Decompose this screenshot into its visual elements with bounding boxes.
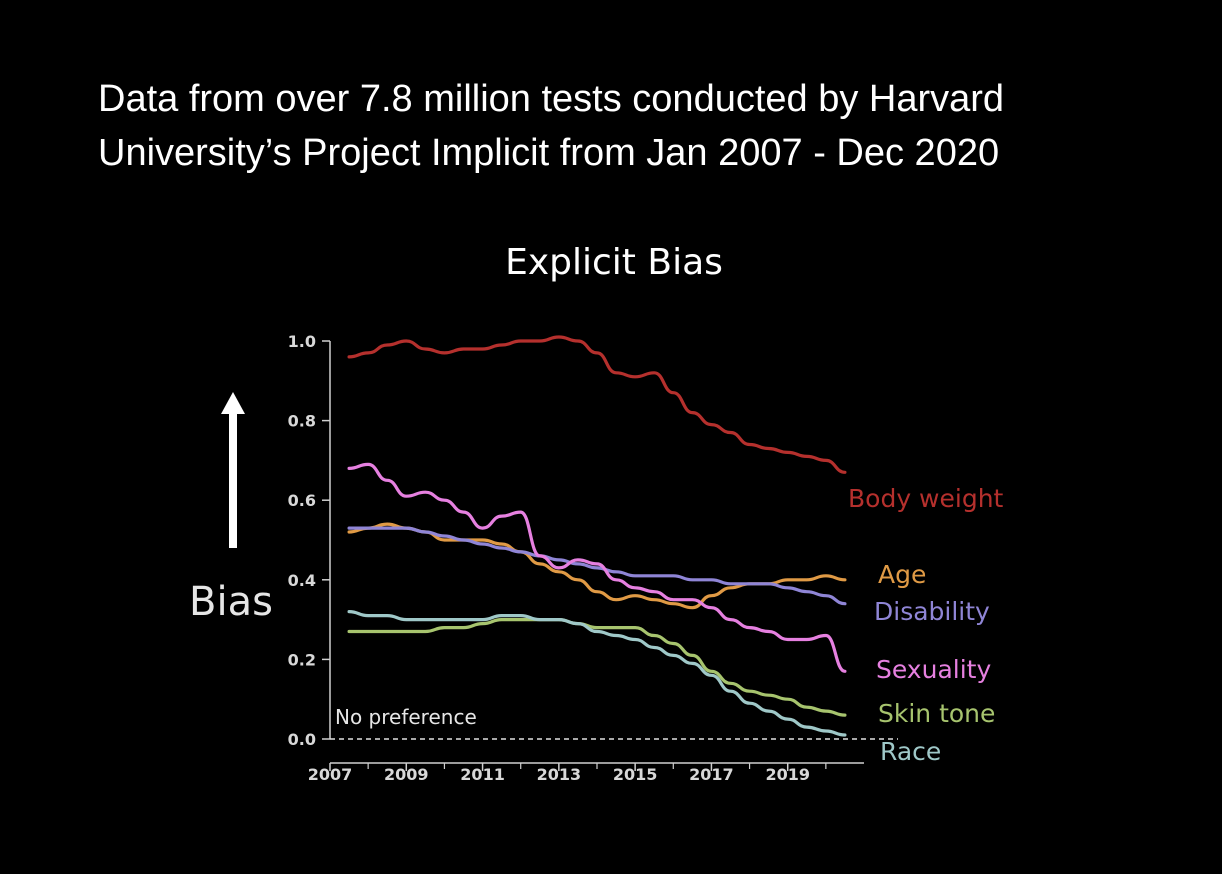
bias-arrow-icon	[221, 392, 245, 548]
y-tick-label: 0.4	[288, 571, 316, 590]
y-tick-label: 0.8	[288, 412, 316, 431]
series-label-age: Age	[878, 560, 926, 589]
series-label-disability: Disability	[874, 597, 990, 626]
y-tick-label: 0.2	[288, 650, 316, 669]
x-tick-label: 2015	[613, 765, 658, 784]
x-tick-label: 2013	[537, 765, 582, 784]
series-line-sexuality	[347, 462, 847, 673]
series-line-age	[347, 522, 847, 610]
x-tick-label: 2017	[689, 765, 734, 784]
y-axis-label: Bias	[189, 579, 273, 625]
x-tick-label: 2011	[460, 765, 505, 784]
y-tick-label: 0.6	[288, 491, 316, 510]
chart-title: Explicit Bias	[505, 242, 723, 283]
series-labels: Body weight Age Disability Sexuality Skin to…	[848, 484, 1004, 766]
series-lines	[347, 335, 847, 737]
baseline-label: No preference	[335, 705, 477, 729]
y-tick-label: 0.0	[288, 730, 316, 749]
series-line-disability	[347, 526, 847, 606]
series-line-body-weight	[347, 335, 847, 474]
headline-line-1: Data from over 7.8 million tests conduct…	[98, 78, 1005, 120]
headline-line-2: University’s Project Implicit from Jan 2…	[98, 132, 1000, 174]
series-label-body-weight: Body weight	[848, 484, 1004, 513]
series-label-race: Race	[880, 737, 941, 766]
series-line-race	[347, 610, 847, 737]
series-label-skin-tone: Skin tone	[878, 699, 995, 728]
x-tick-label: 2009	[384, 765, 429, 784]
series-line-skin-tone	[347, 617, 847, 717]
axes: 0.0 0.2 0.4 0.6 0.8 1.0 2007 2009 2011 2013 2015 20…	[288, 332, 898, 784]
x-tick-label: 2007	[308, 765, 353, 784]
y-tick-label: 1.0	[288, 332, 316, 351]
x-tick-label: 2019	[765, 765, 810, 784]
series-label-sexuality: Sexuality	[876, 655, 991, 684]
headline: Data from over 7.8 million tests conduct…	[98, 72, 1198, 180]
